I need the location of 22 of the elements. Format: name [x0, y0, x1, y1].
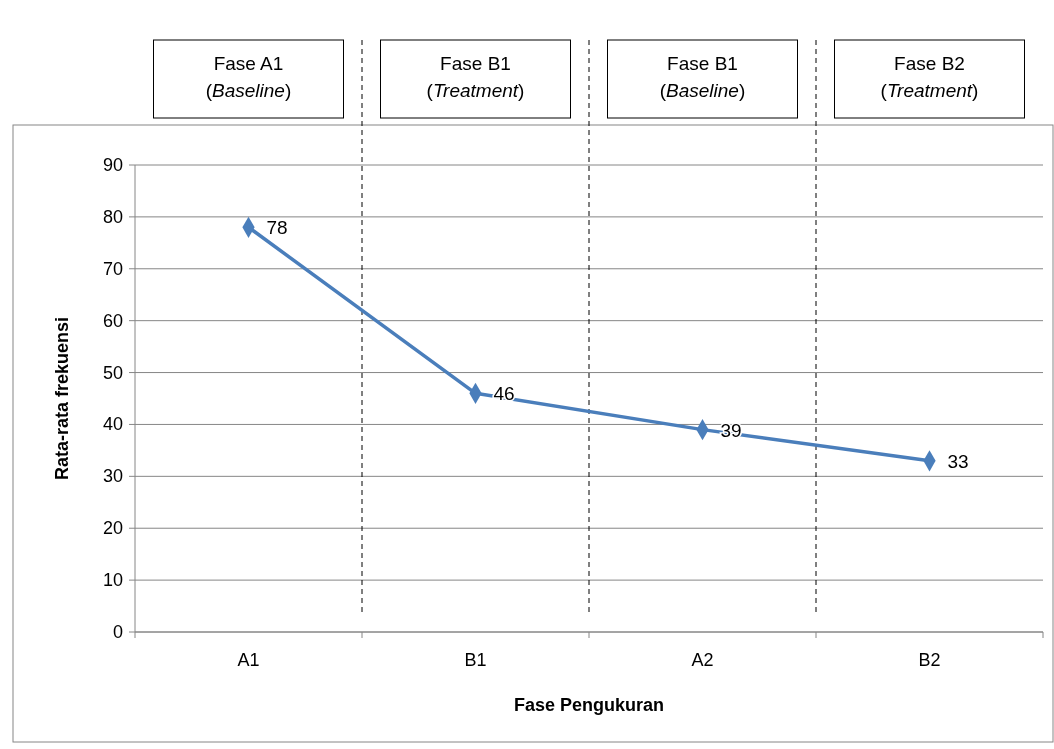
- y-tick-label: 30: [102, 466, 123, 487]
- text: Fase A1 (Baseline): [205, 53, 292, 101]
- x-tick-label: B2: [918, 650, 941, 670]
- text: Fase B1 (Treatment): [426, 53, 525, 101]
- y-tick-label: 10: [102, 570, 123, 591]
- y-tick-label: 40: [102, 414, 123, 435]
- text: Fase B1 (Baseline): [659, 53, 746, 101]
- data-label: 78: [266, 217, 288, 239]
- y-axis-title: Rata-rata frekuensi: [52, 316, 72, 481]
- x-tick-label: A2: [691, 650, 714, 670]
- y-tick-label: 50: [102, 362, 123, 383]
- x-tick-label: A1: [237, 650, 260, 670]
- y-tick-label: 90: [102, 155, 123, 175]
- text: Fase B2 (Treatment): [880, 53, 979, 101]
- y-tick-label: 80: [102, 206, 123, 227]
- data-label: 33: [947, 450, 969, 472]
- y-tick-label: 20: [102, 518, 123, 539]
- x-axis-title: Fase Pengukuran: [513, 695, 665, 715]
- y-tick-label: 0: [112, 622, 123, 642]
- x-tick-label: B1: [464, 650, 487, 670]
- y-tick-label: 70: [102, 258, 123, 279]
- y-tick-label: 60: [102, 310, 123, 331]
